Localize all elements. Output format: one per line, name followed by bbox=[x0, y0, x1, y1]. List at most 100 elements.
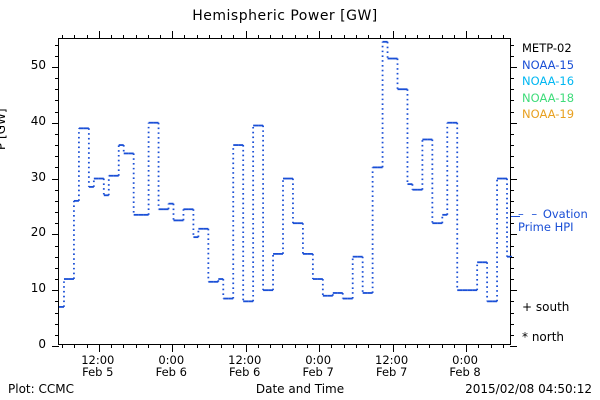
legend-entry-noaa-15: NOAA-15 bbox=[522, 57, 575, 72]
y-axis-tick bbox=[510, 234, 517, 236]
x-axis-tick bbox=[221, 35, 223, 39]
x-axis-tick bbox=[294, 35, 296, 39]
x-axis-tick bbox=[343, 344, 345, 348]
y-axis-tick bbox=[55, 78, 59, 80]
x-axis-tick bbox=[502, 344, 504, 348]
x-axis-tick bbox=[306, 35, 308, 39]
x-axis-tick bbox=[331, 344, 333, 348]
y-axis-title: P [GW] bbox=[0, 108, 8, 150]
x-axis-tick bbox=[466, 31, 468, 39]
y-axis-tick bbox=[510, 111, 514, 113]
footer-plot-source: Plot: CCMC bbox=[8, 382, 74, 396]
plot-frame bbox=[52, 31, 517, 352]
x-axis-tick bbox=[160, 35, 161, 39]
ovation-legend: – – Ovation Prime HPI bbox=[518, 208, 588, 234]
y-axis-tick bbox=[510, 346, 517, 347]
x-axis-tick bbox=[355, 35, 357, 39]
y-axis-tick bbox=[55, 55, 59, 57]
y-axis-tick bbox=[52, 290, 59, 292]
y-axis-tick-label: 20 bbox=[30, 225, 46, 240]
legend-entry-noaa-18: NOAA-18 bbox=[522, 90, 575, 105]
ovation-tick-mark bbox=[511, 216, 520, 217]
y-axis-tick bbox=[55, 100, 59, 102]
y-axis-tick bbox=[55, 111, 59, 113]
x-axis-tick bbox=[392, 31, 394, 39]
x-axis-tick bbox=[490, 35, 492, 39]
x-tick-date: Feb 5 bbox=[82, 365, 114, 379]
x-axis-tick bbox=[319, 31, 321, 39]
y-axis-tick bbox=[55, 223, 59, 225]
x-axis-tick bbox=[135, 35, 137, 39]
x-axis-tick bbox=[98, 344, 100, 352]
plot-area bbox=[59, 40, 512, 308]
y-axis-tick bbox=[510, 55, 514, 57]
y-axis-tick bbox=[52, 122, 59, 124]
marker-legend-south: + south bbox=[522, 300, 570, 314]
series-0 bbox=[59, 40, 512, 308]
y-axis-tick bbox=[55, 301, 59, 303]
y-axis-tick-label: 40 bbox=[30, 113, 46, 128]
ovation-label-line1: Ovation bbox=[542, 207, 588, 221]
y-axis-tick bbox=[52, 178, 59, 180]
legend-entry-noaa-16: NOAA-16 bbox=[522, 74, 575, 88]
y-axis-tick bbox=[510, 212, 514, 214]
y-axis-tick bbox=[55, 133, 59, 135]
x-tick-time: 0:00 bbox=[158, 353, 185, 367]
y-axis-tick bbox=[510, 200, 514, 202]
x-tick-time: 0:00 bbox=[305, 353, 332, 367]
y-axis-tick bbox=[510, 89, 514, 91]
x-axis-tick bbox=[147, 35, 149, 39]
y-axis-tick bbox=[510, 256, 514, 258]
x-axis-title: Date and Time bbox=[255, 382, 345, 396]
legend: METP-02 NOAA-15 NOAA-16 NOAA-18 NOAA-19 bbox=[522, 40, 574, 123]
legend-entry-noaa-19: NOAA-19 bbox=[522, 107, 575, 121]
x-axis-tick bbox=[123, 35, 125, 39]
x-axis-tick bbox=[392, 344, 394, 352]
y-axis-tick bbox=[55, 145, 59, 147]
x-axis-tick bbox=[441, 344, 443, 348]
y-axis-tick bbox=[510, 178, 517, 180]
y-axis-tick bbox=[510, 334, 514, 336]
x-axis-tick bbox=[404, 35, 406, 39]
y-axis-tick bbox=[510, 189, 514, 191]
y-axis-tick bbox=[55, 312, 59, 314]
y-axis-tick bbox=[510, 267, 514, 269]
y-axis-tick bbox=[55, 156, 59, 158]
x-axis-tick bbox=[245, 31, 247, 39]
x-axis-tick bbox=[282, 35, 284, 39]
y-axis-tick bbox=[510, 133, 514, 135]
x-axis-tick bbox=[184, 344, 186, 348]
x-tick-date: Feb 7 bbox=[302, 365, 334, 379]
x-axis-tick bbox=[429, 35, 431, 39]
y-axis-tick bbox=[55, 256, 59, 258]
chart-title: Hemispheric Power [GW] bbox=[192, 8, 378, 24]
x-axis-tick bbox=[257, 344, 259, 348]
y-axis-tick-label: 0 bbox=[38, 337, 46, 351]
y-axis-tick bbox=[55, 334, 59, 336]
x-tick-time: 0:00 bbox=[452, 353, 478, 367]
x-axis-tick bbox=[502, 35, 504, 39]
y-axis-tick bbox=[510, 323, 514, 325]
y-axis-tick bbox=[510, 223, 514, 225]
x-axis-tick bbox=[294, 344, 296, 348]
x-axis-tick-label: 12:00 Feb 5 bbox=[58, 354, 138, 378]
ovation-label-line2: Prime HPI bbox=[518, 220, 574, 234]
x-axis-tick bbox=[172, 31, 174, 39]
y-axis-tick bbox=[510, 78, 514, 80]
x-axis-tick bbox=[417, 344, 419, 348]
x-axis-tick bbox=[404, 344, 406, 348]
y-axis-tick bbox=[55, 212, 59, 214]
y-axis-tick bbox=[55, 323, 59, 325]
x-axis-tick bbox=[245, 344, 247, 352]
y-axis-tick bbox=[55, 279, 59, 281]
y-axis-tick bbox=[55, 44, 59, 46]
y-axis-tick bbox=[55, 167, 59, 169]
x-axis-tick-label: 12:00 Feb 7 bbox=[352, 354, 432, 378]
x-tick-date: Feb 7 bbox=[375, 365, 408, 379]
x-axis-tick bbox=[86, 35, 88, 39]
x-axis-tick bbox=[282, 344, 284, 348]
x-axis-tick bbox=[160, 344, 161, 348]
x-axis-tick bbox=[184, 35, 186, 39]
y-axis-tick bbox=[510, 66, 517, 68]
